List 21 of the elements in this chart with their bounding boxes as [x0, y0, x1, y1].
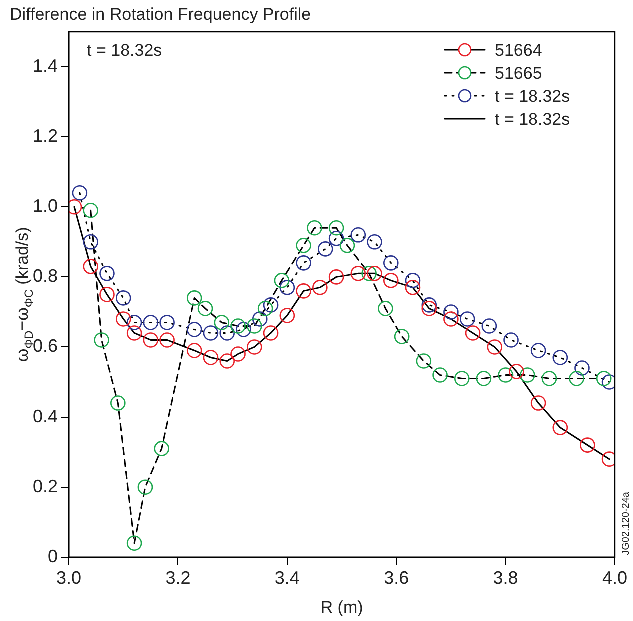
y-tick-label: 1.4	[32, 56, 58, 76]
legend-label: 51664	[495, 41, 542, 60]
y-tick-label: 0.8	[32, 266, 58, 286]
annotation: t = 18.32s	[87, 41, 162, 60]
y-tick-label: 0	[48, 546, 58, 566]
text: JG02.120-24a	[621, 492, 632, 556]
legend-label: t = 18.32s	[495, 87, 570, 106]
x-tick-label: 3.4	[274, 568, 300, 588]
y-tick-label: 1.2	[32, 126, 58, 146]
chart-title: Difference in Rotation Frequency Profile	[10, 5, 312, 24]
y-tick-label: 1.0	[32, 196, 58, 216]
x-axis-title: R (m)	[320, 598, 364, 617]
y-tick-label: 0.4	[32, 406, 58, 426]
x-tick-label: 3.8	[493, 568, 518, 588]
x-tick-label: 3.0	[56, 568, 82, 588]
legend-label: t = 18.32s	[495, 110, 570, 129]
x-tick-label: 3.2	[166, 568, 191, 588]
y-tick-label: 0.2	[32, 476, 58, 496]
x-tick-label: 3.6	[384, 568, 410, 588]
legend-label: 51665	[495, 64, 542, 83]
x-tick-label: 4.0	[602, 568, 628, 588]
